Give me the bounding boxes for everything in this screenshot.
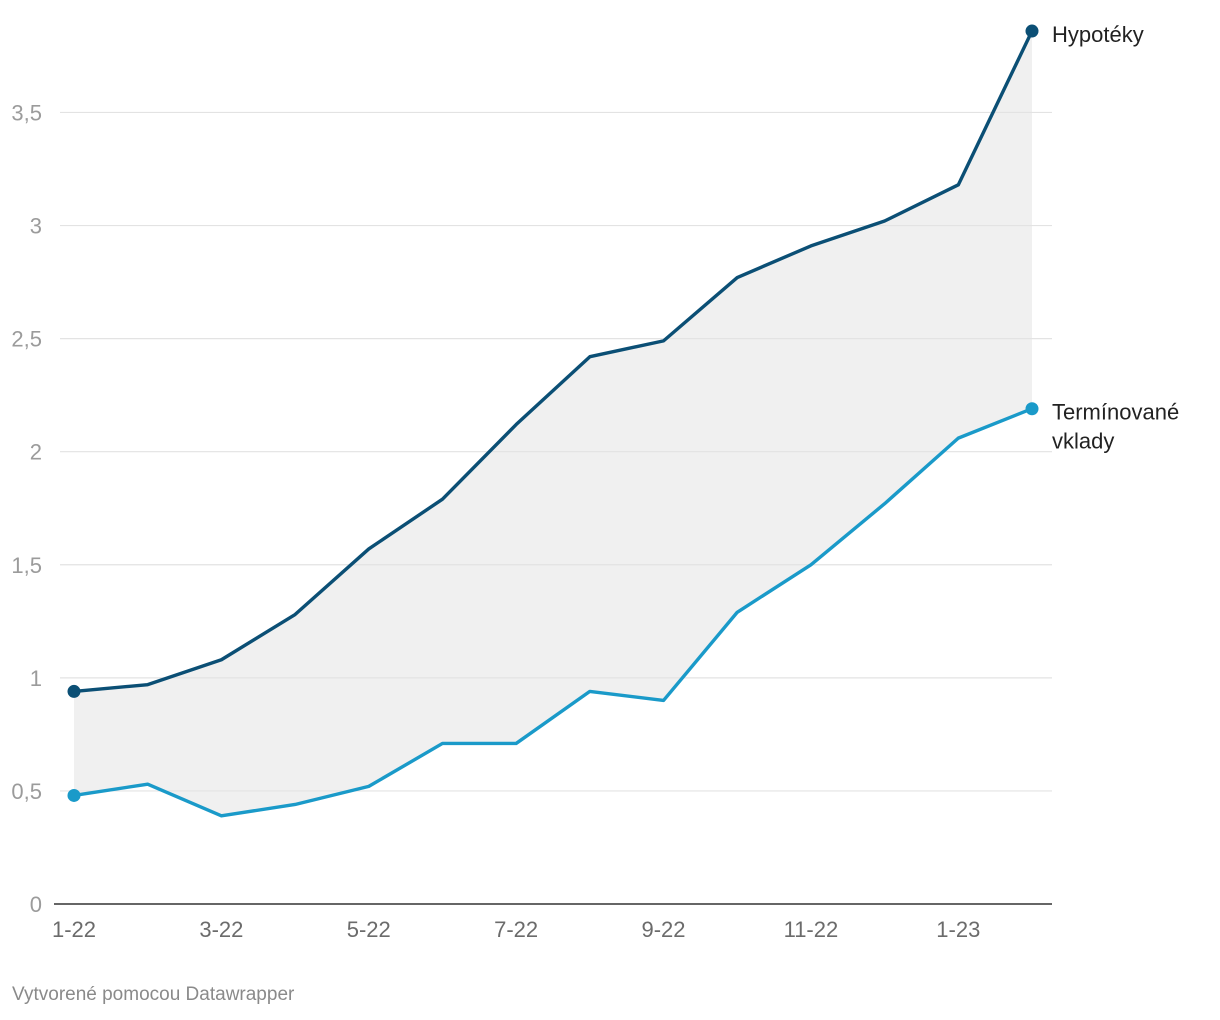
series-end-dot [67,788,81,802]
series-label: Termínované [1052,400,1179,425]
area-layer [74,31,1032,816]
series-label: Hypotéky [1052,22,1144,47]
x-tick-label: 3-22 [199,917,243,942]
datawrapper-credit: Vytvorené pomocou Datawrapper [12,984,295,1005]
series-end-dot [67,684,81,698]
x-tick-label: 9-22 [642,917,686,942]
y-tick-label: 0,5 [11,779,42,804]
series-end-dot [1025,402,1039,416]
y-tick-label: 1 [30,666,42,691]
gridlines [54,111,1052,905]
y-tick-label: 0 [30,892,42,917]
x-tick-label: 5-22 [347,917,391,942]
y-axis-ticks: 0 0,5 1 1,5 2 2,5 3 3,5 [11,100,42,917]
x-tick-label: 7-22 [494,917,538,942]
series-0 [67,24,1039,698]
x-tick-label: 11-22 [784,917,839,942]
series-end-dot [1025,24,1039,38]
x-tick-label: 1-23 [936,917,980,942]
series-line [72,29,1034,694]
series-line [72,407,1034,818]
y-tick-label: 3,5 [11,100,42,125]
y-tick-label: 2,5 [11,327,42,352]
x-axis-ticks: 1-22 3-22 5-22 7-22 9-22 11-22 1-23 [52,917,980,942]
y-tick-label: 3 [30,214,42,239]
y-tick-label: 1,5 [11,553,42,578]
y-tick-label: 2 [30,440,42,465]
x-tick-label: 1-22 [52,917,96,942]
range-area [74,31,1032,816]
series-labels: Hypotéky Termínované vklady [1052,22,1179,454]
series-lines [67,24,1039,818]
series-1 [67,402,1039,818]
series-label: vklady [1052,429,1114,454]
